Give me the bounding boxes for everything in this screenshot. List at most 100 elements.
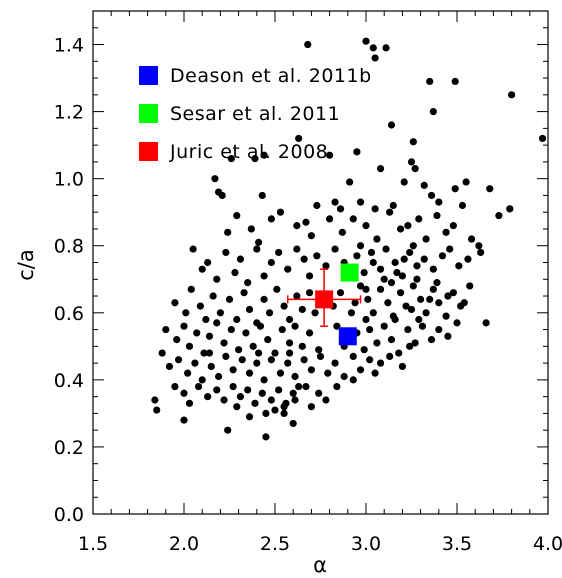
data-point [262,409,270,417]
data-point [373,235,381,243]
data-point [409,282,417,290]
data-point [189,245,197,253]
data-point [220,339,228,347]
data-point [387,336,396,344]
data-point [151,396,159,404]
data-point [233,211,241,220]
data-point [331,245,339,253]
data-point [191,359,199,367]
data-point [407,158,416,166]
data-point [298,305,306,314]
data-point [444,292,452,300]
data-point [411,339,419,347]
data-point [180,322,188,330]
data-point [396,289,405,297]
data-point [360,346,368,354]
data-point [267,215,275,223]
data-point [313,201,321,210]
data-point [222,248,230,257]
data-point [313,252,321,260]
data-point [331,359,339,367]
data-point [360,268,368,277]
data-point [285,315,294,324]
data-point [209,292,217,300]
data-point [366,356,374,364]
data-point [353,252,361,260]
data-point [451,185,459,193]
data-point [193,329,201,337]
data-point [258,389,266,397]
data-point [194,382,203,391]
data-point [280,403,288,411]
data-point [233,315,241,324]
data-point [202,315,210,324]
data-point [400,255,408,263]
data-point [204,393,212,401]
data-point [227,154,235,163]
data-point [362,315,370,324]
data-point [409,242,417,250]
data-points [151,37,547,441]
data-point [284,265,292,273]
data-point [233,403,241,411]
data-point [331,198,339,206]
data-point [207,362,215,371]
data-point [340,372,348,381]
data-point [305,329,314,337]
data-point [293,292,301,300]
data-point [289,389,297,397]
data-point [435,299,443,307]
data-point [240,289,248,297]
data-point [451,77,459,86]
data-point [291,396,299,404]
data-point [258,191,266,200]
data-point [346,178,354,186]
data-point [435,198,443,206]
data-point [477,248,485,257]
data-point [180,416,188,424]
data-point [486,185,494,193]
data-point [438,252,447,260]
data-point [200,349,208,357]
y-tick-label: 0.0 [54,504,84,526]
data-point [251,399,259,407]
data-point [538,134,547,143]
y-axis-title: c/a [14,249,38,281]
data-point [384,299,392,307]
data-point [426,295,434,303]
data-point [298,342,306,350]
data-point [244,386,252,394]
data-point [429,265,437,273]
data-point [362,37,370,45]
data-point [205,349,214,357]
data-point [242,329,250,337]
data-point [273,285,281,293]
data-point [376,165,385,173]
data-point [449,222,457,230]
data-point [255,349,263,357]
data-point [253,245,261,253]
data-point [326,151,334,159]
data-point [393,268,401,277]
data-point [395,349,403,357]
data-point [386,352,394,360]
data-point [455,262,463,270]
data-point [300,356,308,364]
data-point [267,356,275,364]
data-point [369,44,377,52]
data-point [426,77,434,86]
legend-label: Deason et al. 2011b [170,65,372,87]
data-point [285,349,294,357]
data-point [198,376,206,384]
data-point [380,275,388,283]
data-point [185,342,194,350]
data-point [280,409,288,417]
highlight-marker [315,290,334,309]
y-tick-label: 0.6 [54,303,84,325]
y-tick-label: 1.0 [54,169,84,191]
data-point [229,382,237,391]
data-point [256,322,265,330]
data-point [264,336,272,344]
data-point [213,319,221,327]
data-point [336,289,345,297]
